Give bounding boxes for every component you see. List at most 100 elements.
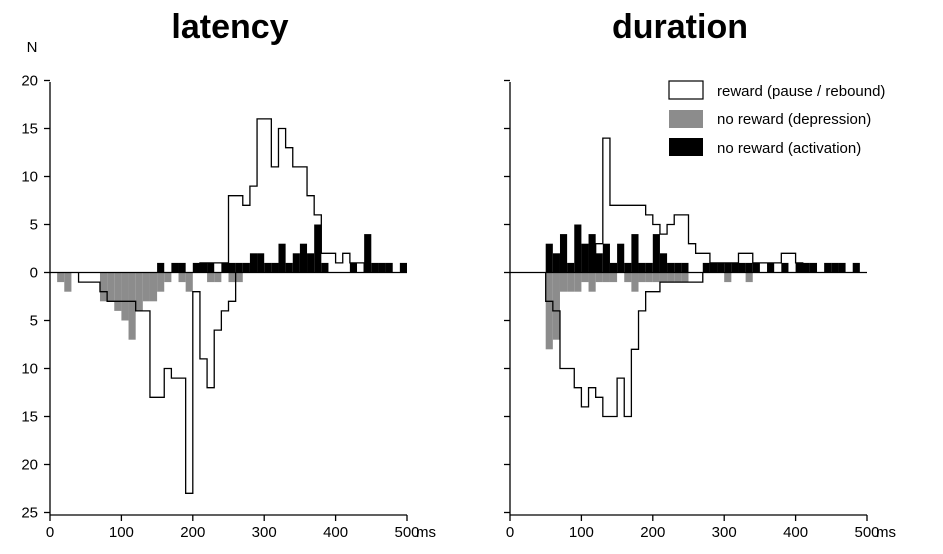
latency-bar-depression-140 — [149, 272, 158, 302]
duration-title: duration — [612, 8, 748, 46]
duration-bar-activation-180 — [638, 262, 646, 273]
duration-bar-activation-300 — [724, 262, 732, 273]
duration-bar-depression-330 — [745, 272, 753, 283]
duration-bar-activation-360 — [767, 262, 775, 273]
legend: reward (pause / rebound) no reward (depr… — [668, 80, 885, 157]
duration-bar-depression-130 — [602, 272, 610, 283]
duration-bar-activation-70 — [559, 234, 568, 273]
latency-x-tick-label-0: 0 — [46, 524, 54, 541]
duration-bar-activation-450 — [831, 262, 839, 273]
latency-bar-depression-180 — [178, 272, 186, 283]
legend-label-activation: no reward (activation) — [717, 140, 861, 157]
latency-bar-depression-80 — [107, 272, 115, 302]
latency-bar-activation-270 — [242, 262, 250, 273]
duration-bar-activation-340 — [752, 262, 760, 273]
duration-bar-depression-220 — [667, 272, 675, 283]
duration-bar-activation-440 — [824, 262, 832, 273]
latency-bar-activation-170 — [171, 262, 179, 273]
latency-bar-activation-280 — [249, 253, 258, 273]
latency-x-unit: ms — [416, 524, 436, 541]
duration-bar-activation-100 — [581, 243, 589, 273]
latency-bar-depression-130 — [142, 272, 150, 302]
latency-title: latency — [171, 8, 288, 46]
legend-label-depression: no reward (depression) — [717, 111, 871, 128]
duration-bar-depression-100 — [581, 272, 589, 283]
duration-bar-depression-180 — [638, 272, 646, 283]
latency-bar-depression-20 — [64, 272, 72, 292]
duration-bar-activation-290 — [717, 262, 725, 273]
latency-y-tick-label-up-20: 20 — [21, 73, 38, 90]
legend-swatch-depression — [669, 110, 703, 128]
duration-bar-depression-110 — [588, 272, 596, 292]
latency-y-tick-label-down-25: 25 — [21, 505, 38, 522]
latency-bar-depression-70 — [99, 272, 108, 302]
duration-bars — [545, 137, 860, 418]
latency-bar-activation-360 — [307, 253, 315, 273]
duration-bar-activation-410 — [802, 262, 810, 273]
latency-bar-depression-150 — [157, 272, 165, 292]
latency-bar-depression-100 — [121, 272, 129, 321]
latency-bar-activation-180 — [178, 262, 186, 273]
duration-bar-depression-200 — [652, 272, 660, 283]
duration-x-tick-label-400: 400 — [783, 524, 808, 541]
duration-bar-depression-80 — [567, 272, 575, 292]
duration-bar-activation-60 — [552, 253, 560, 273]
latency-bar-activation-440 — [364, 234, 372, 273]
latency-bar-depression-230 — [214, 272, 222, 283]
duration-x-tick-label-100: 100 — [569, 524, 594, 541]
duration-x-tick-label-500: 500 — [854, 524, 879, 541]
duration-bar-activation-160 — [624, 262, 632, 273]
latency-bar-depression-160 — [164, 272, 172, 283]
latency-y-tick-label-down-10: 10 — [21, 361, 38, 378]
duration-reward-outline-up-0 — [595, 137, 804, 273]
duration-bar-depression-60 — [552, 272, 560, 340]
duration-x-tick-label-200: 200 — [640, 524, 665, 541]
latency-y-tick-label-up-10: 10 — [21, 169, 38, 186]
latency-x-tick-label-200: 200 — [180, 524, 205, 541]
duration-bar-activation-330 — [745, 262, 753, 273]
latency-bar-depression-90 — [114, 272, 122, 311]
latency-axes — [49, 82, 407, 516]
duration-bar-activation-170 — [631, 234, 639, 273]
latency-bars — [57, 118, 407, 494]
duration-bar-depression-230 — [674, 272, 682, 283]
duration-bar-depression-210 — [659, 272, 668, 283]
duration-bar-activation-90 — [574, 224, 582, 273]
duration-bar-activation-50 — [545, 243, 553, 273]
latency-bar-activation-380 — [321, 262, 329, 273]
latency-bar-activation-290 — [257, 253, 265, 273]
duration-x-tick-label-0: 0 — [506, 524, 514, 541]
latency-bar-activation-420 — [349, 262, 358, 273]
latency-bar-activation-330 — [285, 262, 293, 273]
latency-bar-activation-300 — [264, 262, 272, 273]
latency-bar-activation-250 — [228, 262, 236, 273]
latency-bar-depression-220 — [207, 272, 215, 283]
duration-bar-depression-50 — [545, 272, 553, 350]
duration-bar-activation-270 — [702, 262, 710, 273]
latency-bar-activation-310 — [271, 262, 279, 273]
duration-bar-activation-210 — [659, 253, 668, 273]
latency-y-tick-label-down-15: 15 — [21, 409, 38, 426]
latency-bar-activation-320 — [278, 243, 286, 273]
latency-bar-depression-190 — [185, 272, 193, 292]
latency-x-tick-label-400: 400 — [323, 524, 348, 541]
latency-bar-depression-250 — [228, 272, 236, 283]
duration-x-tick-label-300: 300 — [712, 524, 737, 541]
latency-bar-depression-10 — [57, 272, 65, 283]
latency-bar-activation-350 — [299, 243, 308, 273]
duration-x-unit: ms — [876, 524, 896, 541]
duration-bar-activation-130 — [602, 243, 610, 273]
latency-x-tick-label-300: 300 — [252, 524, 277, 541]
duration-bar-activation-480 — [852, 262, 860, 273]
latency-bar-depression-120 — [135, 272, 143, 311]
latency-bar-activation-450 — [371, 262, 379, 273]
duration-bar-activation-120 — [595, 253, 603, 273]
duration-bar-activation-230 — [674, 262, 682, 273]
legend-swatch-reward — [668, 80, 704, 100]
latency-bar-activation-340 — [292, 253, 300, 273]
latency-bar-depression-110 — [128, 272, 136, 340]
latency-y-tick-label-up-15: 15 — [21, 121, 38, 138]
latency-reward-outline-up-0 — [199, 118, 365, 273]
